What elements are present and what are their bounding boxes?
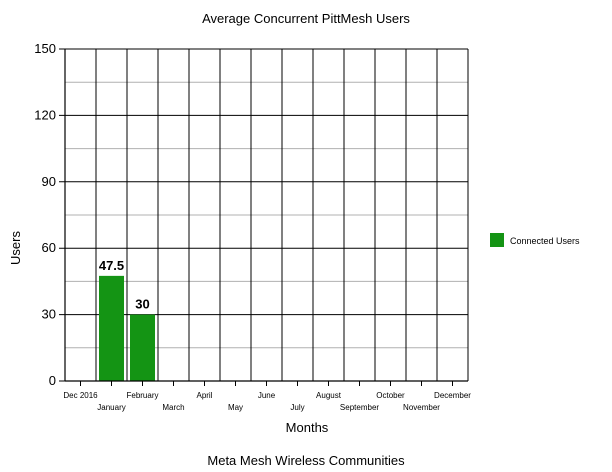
x-tick-label: February [126, 391, 158, 400]
x-tick-label: April [196, 391, 212, 400]
legend-swatch [490, 233, 504, 247]
legend-label: Connected Users [510, 236, 580, 246]
bar [130, 314, 155, 381]
x-tick-label: May [228, 403, 243, 412]
x-tick-label: March [162, 403, 184, 412]
x-tick-label: December [434, 391, 471, 400]
bar-value-label: 47.5 [99, 258, 124, 273]
legend: Connected Users [490, 233, 580, 247]
y-tick-label: 90 [42, 174, 56, 189]
x-tick-label: July [290, 403, 304, 412]
x-tick-label: October [376, 391, 405, 400]
y-tick-label: 30 [42, 307, 56, 322]
y-tick-label: 60 [42, 240, 56, 255]
x-axis-label: Months [286, 420, 329, 435]
bar [99, 275, 124, 381]
bars: 47.5 30 [99, 258, 155, 381]
bar-value-label: 30 [135, 297, 149, 312]
x-tick-label: Dec 2016 [63, 391, 98, 400]
y-axis-label: Users [8, 231, 23, 265]
chart-subtitle: Meta Mesh Wireless Communities [207, 453, 405, 468]
x-tick-label: June [258, 391, 276, 400]
y-tick-label: 150 [34, 41, 56, 56]
chart-title: Average Concurrent PittMesh Users [202, 11, 410, 26]
x-tick-label: January [97, 403, 125, 412]
y-tick-label: 120 [34, 107, 56, 122]
axes [64, 49, 468, 382]
x-tick-label: November [403, 403, 440, 412]
x-tick-label: September [340, 403, 379, 412]
y-tick-label: 0 [49, 373, 56, 388]
x-tick-label: August [316, 391, 342, 400]
